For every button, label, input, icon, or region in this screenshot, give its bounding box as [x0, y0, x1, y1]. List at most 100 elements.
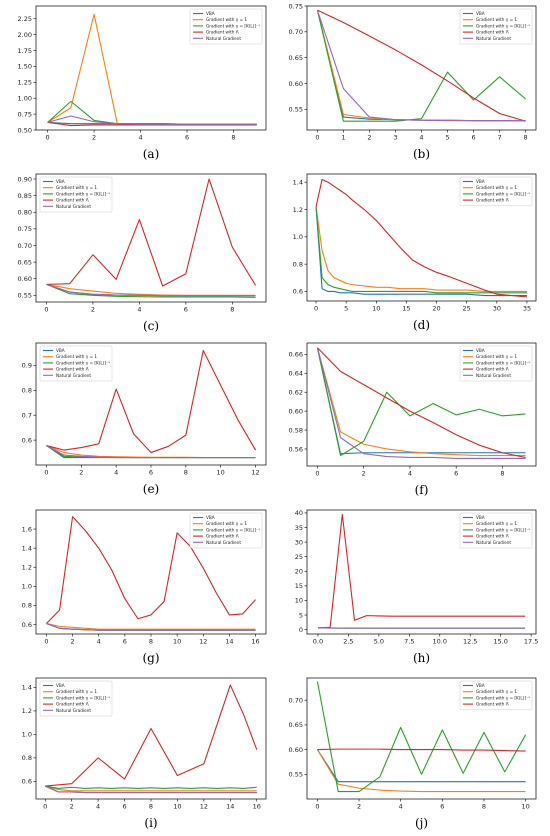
chart-panel-f: 0 2 4 6 80.560.580.600.620.640.66VBAGradient… — [289, 342, 537, 497]
y-tick-label: 0.8 — [293, 260, 303, 268]
y-tick-label: 0.6 — [22, 436, 32, 444]
legend-label: Natural Gradient — [56, 373, 91, 378]
series-line-gradient-with-k-l — [316, 10, 526, 122]
y-tick-label: 0.66 — [289, 351, 303, 359]
legend-label: Natural Gradient — [56, 708, 91, 713]
legend-label: VBA — [476, 179, 485, 184]
x-tick-label: 0.0 — [313, 638, 323, 646]
series-line-gradient-with — [46, 178, 257, 287]
legend-box — [459, 176, 533, 207]
legend-label: Gradient with γ = 1 — [56, 354, 97, 359]
plot-frame — [306, 173, 537, 302]
x-tick-label: 0 — [315, 470, 319, 478]
x-tick-label: 10 — [173, 803, 181, 811]
y-tick-label: 1.25 — [18, 79, 32, 87]
legend-label: Gradient with γ = 1 — [206, 521, 247, 526]
y-tick-label: 1.0 — [22, 731, 32, 739]
legend-box — [459, 8, 533, 45]
legend-label: Gradient with γ = 1 — [56, 185, 97, 190]
series-line-vba — [315, 206, 527, 297]
plot-frame — [306, 677, 537, 800]
y-tick-label: 0.55 — [18, 292, 32, 300]
y-tick-label: 1.4 — [22, 544, 32, 552]
legend-label: VBA — [206, 515, 215, 520]
x-tick-label: 16 — [251, 638, 259, 646]
x-tick-label: 12 — [199, 638, 207, 646]
y-tick-label: 30 — [295, 538, 303, 546]
legend-label: VBA — [56, 348, 65, 353]
legend-label: Gradient with γ = 1 — [476, 185, 517, 190]
series-line-gradient-with — [317, 513, 526, 629]
y-tick-label: 1.4 — [293, 178, 303, 186]
y-tick-label: 0.58 — [289, 426, 303, 434]
series-line-natural-gradient — [47, 115, 257, 125]
y-tick-label: 0.70 — [289, 28, 303, 36]
series-line-gradient-with-1 — [315, 206, 527, 292]
chart-panel-i: 0 2 4 6 8 10 12 14 160.60.81.01.21.4 VBAGradient … — [22, 677, 267, 830]
x-tick-label: 0 — [314, 305, 318, 313]
series-line-gradient-with — [45, 684, 258, 787]
x-tick-label: 4 — [114, 469, 118, 477]
chart-panel-d: 0 5 10 15 20 25 30 350.60.81.01.21.4 VBAGradient… — [293, 173, 537, 332]
series-line-vba — [316, 749, 526, 783]
y-tick-label: 0.75 — [18, 225, 32, 233]
series-line-gradient-with-k-l — [315, 206, 527, 294]
plot-frame — [306, 342, 537, 467]
panel-caption: (h) — [413, 651, 430, 665]
x-tick-label: 7 — [497, 134, 501, 142]
x-tick-label: 16 — [253, 803, 261, 811]
y-tick-label: 0.60 — [18, 275, 32, 283]
series-line-gradient-with-k-l — [45, 785, 257, 789]
x-tick-label: 5 — [344, 305, 348, 313]
x-tick-label: 10 — [521, 803, 529, 811]
legend-label: Gradient with γ = [K(L)]⁻¹ — [476, 191, 530, 196]
x-tick-label: 12 — [251, 469, 259, 477]
y-tick-label: 0.8 — [22, 754, 32, 762]
y-tick-label: 0.8 — [22, 602, 32, 610]
y-tick-label: 0.50 — [18, 126, 32, 134]
chart-panel-b: 0 1 2 3 4 5 6 7 80.550.600.650.700.75VBAGradient… — [289, 2, 537, 161]
series-line-gradient-with-1 — [46, 283, 256, 296]
legend-label: VBA — [476, 348, 485, 353]
legend-label: Gradient with γ = 1 — [56, 689, 97, 694]
x-tick-label: 12 — [200, 803, 208, 811]
x-tick-label: 10 — [173, 638, 181, 646]
panel-caption: (g) — [142, 651, 159, 665]
x-tick-label: 17.5 — [524, 638, 538, 646]
x-tick-label: 4 — [97, 638, 101, 646]
legend-label: Gradient with Λ — [476, 367, 509, 372]
legend-label: Gradient with γ = [K(L)]⁻¹ — [56, 191, 110, 196]
legend-box — [459, 345, 533, 382]
series-line-natural-gradient — [46, 283, 256, 297]
x-tick-label: 8 — [149, 638, 153, 646]
legend-label: Natural Gradient — [56, 204, 91, 209]
x-tick-label: 8 — [149, 803, 153, 811]
legend-box — [459, 512, 533, 549]
legend-label: Gradient with γ = [K(L)]⁻¹ — [476, 527, 530, 532]
panel-caption: (b) — [413, 147, 430, 161]
y-tick-label: 10 — [295, 597, 303, 605]
series-line-natural-gradient — [46, 622, 256, 631]
y-tick-label: 0.80 — [18, 209, 32, 217]
x-tick-label: 10.0 — [433, 638, 447, 646]
y-tick-label: 1.00 — [18, 95, 32, 103]
y-tick-label: 0.6 — [22, 778, 32, 786]
plot-frame — [306, 509, 537, 635]
y-tick-label: 0.6 — [293, 288, 303, 296]
plot-frame — [35, 5, 267, 131]
y-tick-label: 1.4 — [22, 684, 32, 692]
panel-caption: (e) — [143, 482, 159, 496]
legend-label: Gradient with γ = [K(L)]⁻¹ — [476, 23, 530, 28]
series-line-gradient-with-1 — [45, 785, 257, 792]
y-tick-label: 0.60 — [289, 80, 303, 88]
y-tick-label: 0.55 — [289, 106, 303, 114]
series-line-gradient-with — [46, 516, 256, 624]
y-tick-label: 25 — [295, 553, 303, 561]
y-tick-label: 0.90 — [18, 175, 32, 183]
y-tick-label: 2.00 — [18, 31, 32, 39]
